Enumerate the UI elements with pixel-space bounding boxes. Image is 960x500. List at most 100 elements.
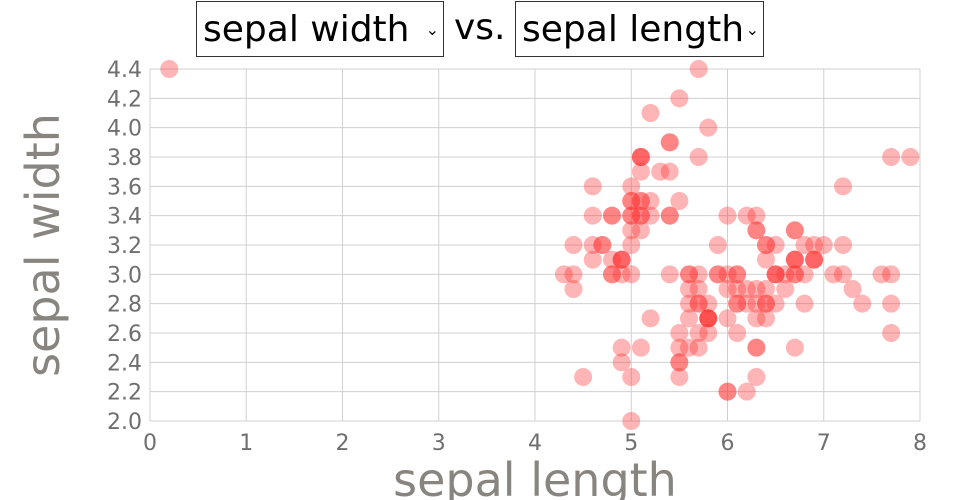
y-tick-label: 3.0 (107, 263, 142, 288)
x-axis-select-value: sepal length (522, 8, 745, 50)
data-point (766, 265, 785, 284)
data-point (583, 177, 602, 196)
data-point (660, 265, 679, 284)
data-point (747, 206, 766, 225)
data-point (631, 221, 650, 240)
data-point (689, 280, 708, 298)
data-point (699, 309, 718, 328)
data-point (757, 280, 775, 298)
y-tick-label: 2.6 (107, 322, 142, 347)
data-point (766, 294, 785, 313)
data-point (622, 192, 641, 210)
data-point (612, 353, 631, 372)
data-point (689, 265, 708, 284)
data-point (689, 338, 708, 357)
data-point (699, 309, 718, 328)
y-tick-label: 2.8 (107, 293, 142, 318)
data-point (757, 236, 775, 254)
data-point (593, 236, 612, 254)
data-point (554, 265, 573, 284)
data-point (612, 250, 631, 269)
data-point (631, 162, 650, 181)
data-point (718, 280, 737, 298)
data-point (747, 368, 766, 386)
data-point (766, 265, 785, 284)
x-tick-label: 0 (143, 431, 157, 456)
data-point (805, 250, 824, 269)
data-point (660, 133, 679, 152)
data-point (795, 294, 814, 313)
x-axis-select[interactable]: sepal length ⌄ (515, 1, 764, 57)
data-point (882, 324, 901, 342)
data-point (728, 280, 747, 298)
data-point (785, 265, 804, 284)
data-point (785, 221, 804, 240)
x-tick-label: 6 (721, 431, 735, 456)
data-point (882, 294, 901, 313)
data-point (757, 294, 775, 313)
data-point (622, 177, 641, 196)
data-point (766, 236, 785, 254)
data-point (631, 206, 650, 225)
vs-separator: vs. (454, 7, 506, 48)
x-axis-title: sepal length (393, 453, 677, 500)
data-point (708, 236, 727, 254)
y-tick-label: 3.2 (107, 234, 142, 259)
data-point (680, 280, 698, 298)
y-tick-label: 4.4 (107, 58, 142, 83)
data-point (564, 265, 583, 284)
data-point (718, 382, 737, 401)
data-point (718, 382, 737, 401)
axis-controls: sepal width ⌄ vs. sepal length ⌄ (0, 0, 960, 62)
data-point (641, 192, 660, 210)
y-axis-title: sepal width (16, 113, 70, 377)
data-point (699, 118, 718, 137)
data-point (785, 250, 804, 269)
data-point (670, 192, 689, 210)
data-point (641, 309, 660, 328)
data-point (631, 192, 650, 210)
data-point (603, 265, 621, 284)
data-point (583, 206, 602, 225)
data-point (834, 236, 852, 254)
data-point (641, 206, 660, 225)
data-point (708, 265, 727, 284)
data-point (622, 265, 641, 284)
data-point (622, 206, 641, 225)
data-point (901, 148, 920, 166)
data-point (805, 250, 824, 269)
y-axis-select[interactable]: sepal width ⌄ (196, 1, 444, 57)
y-tick-label: 2.0 (107, 410, 142, 435)
data-point (689, 324, 708, 342)
data-point (747, 309, 766, 328)
data-point (843, 280, 862, 298)
data-point (641, 104, 660, 122)
data-point (814, 236, 833, 254)
data-point (747, 338, 766, 357)
data-point (660, 133, 679, 152)
data-point (603, 250, 621, 269)
data-point (728, 265, 747, 284)
data-point (660, 206, 679, 225)
data-point (631, 148, 650, 166)
data-point (785, 265, 804, 284)
data-point (776, 280, 795, 298)
data-point (747, 338, 766, 357)
data-point (680, 265, 698, 284)
data-point (708, 265, 727, 284)
data-point (805, 236, 824, 254)
data-point (583, 236, 602, 254)
data-point (834, 265, 852, 284)
data-point (689, 294, 708, 313)
chevron-down-icon: ⌄ (425, 20, 439, 39)
data-point (747, 221, 766, 240)
data-point (853, 294, 872, 313)
data-point (699, 309, 718, 328)
data-point (631, 192, 650, 210)
data-point (757, 250, 775, 269)
data-point (680, 338, 698, 357)
data-point (583, 250, 602, 269)
data-point (631, 148, 650, 166)
data-point (680, 294, 698, 313)
